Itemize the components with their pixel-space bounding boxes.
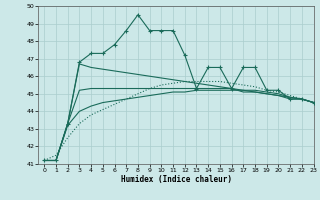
X-axis label: Humidex (Indice chaleur): Humidex (Indice chaleur) <box>121 175 231 184</box>
